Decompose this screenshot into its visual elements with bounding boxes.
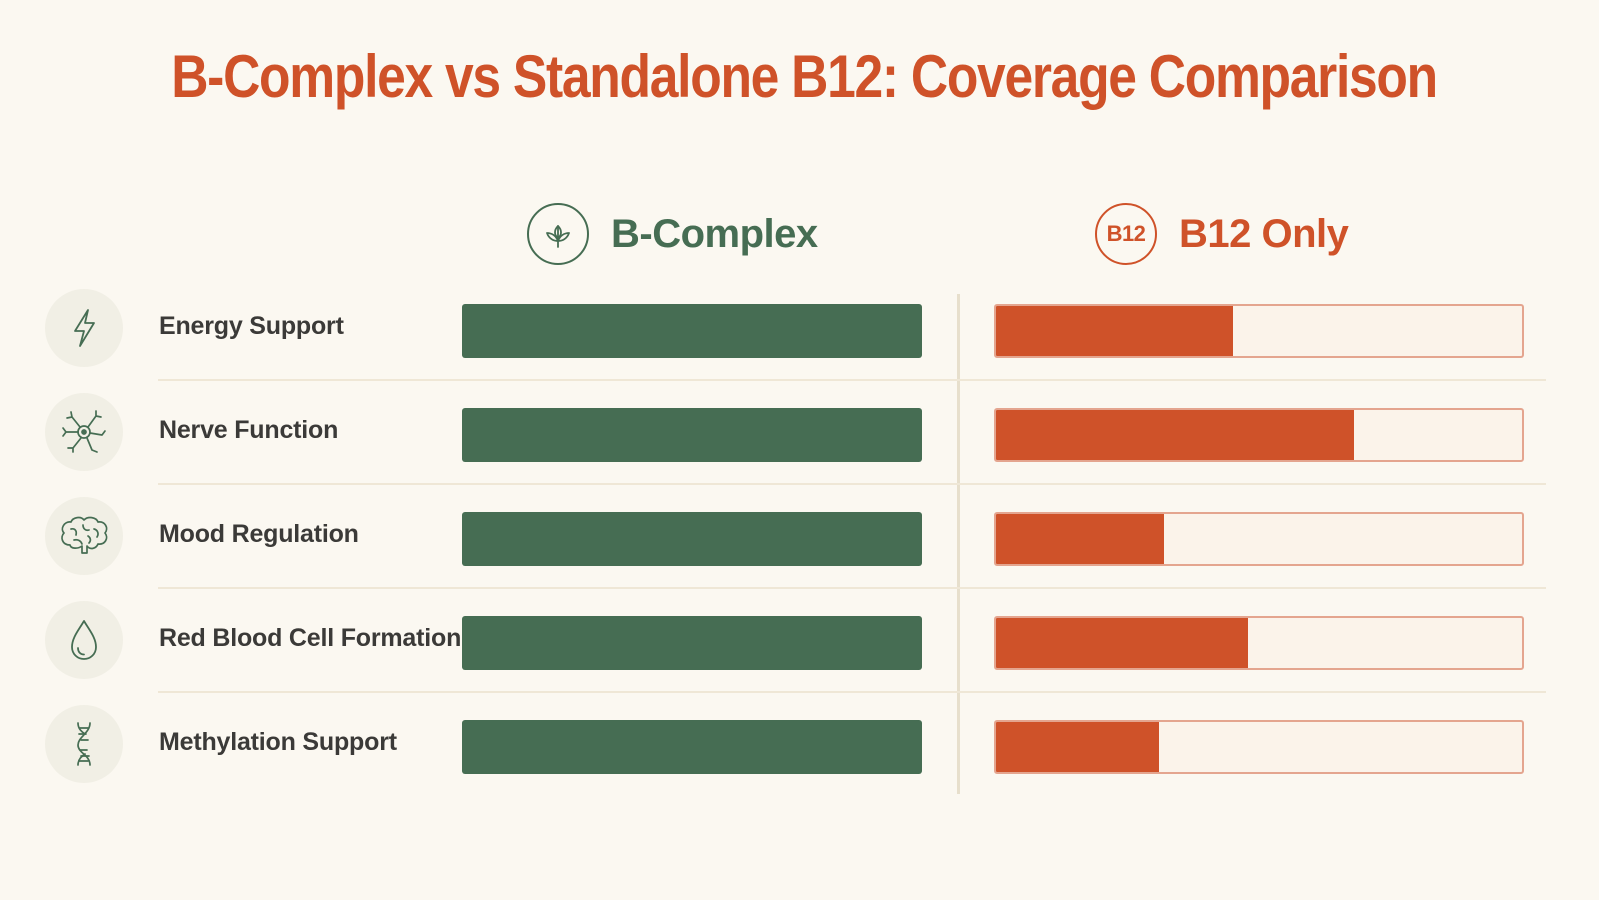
dna-icon: [45, 705, 123, 783]
category-label: Methylation Support: [159, 728, 397, 756]
category-label: Mood Regulation: [159, 520, 359, 548]
b-complex-bar-track: [462, 304, 922, 358]
chart-row: Nerve Function: [0, 380, 1599, 484]
category-label: Nerve Function: [159, 416, 339, 444]
b12-bar: [996, 410, 1354, 460]
page-title: B-Complex vs Standalone B12: Coverage Co…: [171, 43, 1438, 110]
row-separator: [158, 379, 1546, 381]
column-label-b12-only: B12 Only: [1179, 211, 1349, 256]
b-complex-bar-track: [462, 720, 922, 774]
chart-row: Methylation Support: [0, 692, 1599, 796]
b12-bar-track: [994, 408, 1524, 462]
column-divider: [957, 294, 960, 794]
b-complex-bar-track: [462, 408, 922, 462]
b-complex-bar-track: [462, 616, 922, 670]
row-separator: [158, 691, 1546, 693]
chart-row: Energy Support: [0, 276, 1599, 380]
b-complex-bar: [462, 304, 922, 358]
row-separator: [158, 587, 1546, 589]
neuron-icon: [45, 393, 123, 471]
lightning-icon: [45, 289, 123, 367]
category-label: Energy Support: [159, 312, 344, 340]
category-label: Red Blood Cell Formation: [159, 624, 462, 652]
b12-bar-track: [994, 616, 1524, 670]
column-header-b12-only: B12 B12 Only: [1095, 200, 1349, 268]
b12-badge: B12: [1095, 203, 1157, 265]
brain-icon: [45, 497, 123, 575]
row-separator: [158, 483, 1546, 485]
b12-bar-track: [994, 304, 1524, 358]
leaf-icon: [527, 203, 589, 265]
b-complex-bar: [462, 616, 922, 670]
column-label-b-complex: B-Complex: [611, 211, 818, 256]
b-complex-bar: [462, 408, 922, 462]
column-header-b-complex: B-Complex: [527, 200, 818, 268]
b-complex-bar-track: [462, 512, 922, 566]
b12-bar: [996, 306, 1233, 356]
b12-bar-track: [994, 720, 1524, 774]
chart-row: Red Blood Cell Formation: [0, 588, 1599, 692]
blood-drop-icon: [45, 601, 123, 679]
b12-bar: [996, 514, 1165, 564]
chart-row: Mood Regulation: [0, 484, 1599, 588]
b12-bar: [996, 722, 1160, 772]
b12-bar: [996, 618, 1249, 668]
b-complex-bar: [462, 512, 922, 566]
b12-bar-track: [994, 512, 1524, 566]
b-complex-bar: [462, 720, 922, 774]
